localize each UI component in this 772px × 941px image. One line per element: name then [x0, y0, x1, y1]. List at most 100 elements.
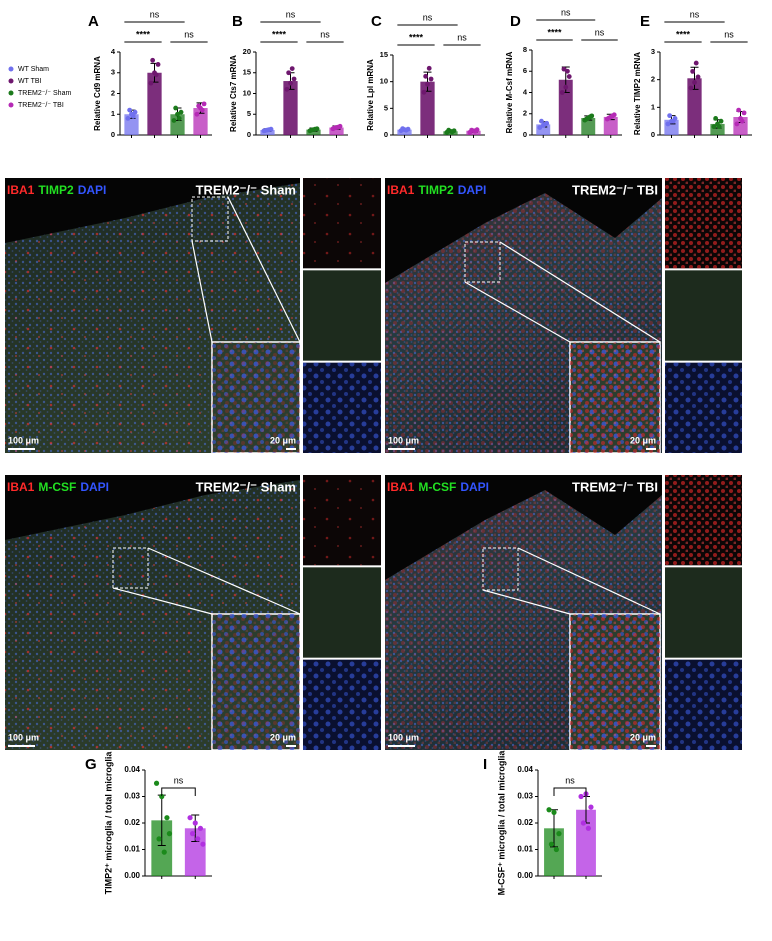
y-tick-label: 0.04	[517, 765, 533, 774]
channel-layer	[303, 475, 381, 566]
panel-letter: E	[640, 13, 650, 30]
y-tick-label: 5	[247, 109, 251, 118]
significance-label: ****	[136, 29, 151, 39]
error-bar	[191, 814, 200, 843]
data-point	[610, 113, 615, 119]
y-tick-label: 10	[243, 88, 251, 97]
image-title: TREM2⁻/⁻ Sham	[196, 182, 296, 197]
y-tick-label: 15	[243, 68, 251, 77]
image-title: TREM2⁻/⁻ Sham	[196, 479, 296, 494]
data-point	[556, 831, 562, 837]
data-point	[578, 793, 584, 800]
data-point	[200, 841, 206, 847]
y-axis-label: Relative Cts7 mRNA	[229, 55, 238, 132]
significance-label: ns	[150, 9, 160, 19]
y-tick-label: 10	[380, 77, 388, 86]
y-tick-label: 0	[111, 130, 115, 139]
stain-label: IBA1 M-CSF DAPI	[387, 480, 489, 494]
stain-name: DAPI	[460, 480, 489, 494]
data-point	[565, 68, 570, 74]
data-point	[166, 831, 173, 837]
bar	[536, 124, 551, 135]
data-point	[548, 841, 555, 847]
data-point	[566, 74, 572, 79]
significance-label: ****	[676, 29, 691, 39]
data-point	[559, 90, 565, 95]
significance-label: ns	[724, 29, 734, 39]
y-tick-label: 0.00	[124, 871, 140, 880]
data-point	[155, 62, 161, 67]
legend-dot	[8, 102, 14, 108]
data-point	[563, 84, 569, 90]
legend-label: WT TBI	[18, 78, 42, 85]
bar	[687, 78, 702, 135]
data-point	[288, 80, 293, 86]
significance-label: ****	[409, 32, 424, 42]
zoom-line	[464, 281, 571, 343]
background	[385, 178, 662, 283]
channel-tile	[665, 270, 742, 361]
legend-label: TREM2⁻/⁻ Sham	[18, 90, 71, 97]
scale-label: 20 μm	[630, 435, 656, 445]
image-title: TREM2⁻/⁻ TBI	[572, 182, 658, 197]
data-point	[199, 107, 205, 113]
data-point	[739, 118, 745, 124]
scale-label: 100 μm	[388, 732, 419, 742]
significance-bracket	[553, 787, 587, 796]
y-tick-label: 0	[247, 130, 251, 139]
significance-label: ****	[272, 29, 287, 39]
zoom-line	[147, 547, 301, 615]
zoom-box	[112, 547, 149, 589]
legend-dot	[8, 78, 14, 84]
data-point	[421, 89, 427, 95]
data-point	[284, 86, 290, 92]
data-point	[173, 105, 179, 111]
stain-name: TIMP2	[38, 183, 74, 197]
data-point	[542, 121, 548, 127]
scale-label: 20 μm	[270, 732, 296, 742]
data-point	[150, 57, 156, 63]
data-point	[132, 109, 138, 115]
panel-letter: I	[483, 756, 487, 773]
stain-name: IBA1	[7, 480, 35, 494]
bar	[397, 129, 412, 135]
channel-layer	[303, 659, 381, 750]
panel-letter: C	[371, 13, 382, 30]
data-point	[716, 124, 722, 130]
stain-name: IBA1	[7, 183, 35, 197]
data-point	[159, 793, 165, 800]
data-point	[175, 111, 180, 117]
data-point	[425, 81, 430, 87]
y-tick-label: 0.02	[124, 818, 140, 827]
data-point	[688, 85, 694, 91]
channel-layer	[303, 362, 381, 453]
y-axis-label: TIMP2⁺ microglia / total microglia	[103, 751, 113, 895]
channel-tile	[303, 567, 381, 658]
significance-label: ns	[286, 9, 296, 19]
data-point	[161, 849, 167, 855]
data-point	[695, 74, 701, 80]
data-point	[588, 804, 594, 810]
y-tick-label: 0.01	[517, 845, 533, 854]
y-tick-label: 0.00	[517, 871, 533, 880]
stain-name: IBA1	[387, 183, 415, 197]
significance-bracket	[161, 787, 196, 796]
significance-label: ns	[174, 775, 184, 785]
bar	[260, 130, 275, 135]
zoom-line	[517, 547, 661, 615]
zoom-line	[482, 589, 571, 615]
data-point	[426, 65, 432, 71]
data-point	[741, 110, 747, 116]
y-tick-label: 0.03	[124, 792, 140, 801]
bar	[710, 123, 725, 135]
y-tick-label: 4	[523, 87, 528, 96]
data-point	[335, 124, 341, 130]
significance-label: ns	[423, 12, 433, 22]
y-tick-label: 3	[651, 47, 655, 56]
data-point	[551, 809, 557, 816]
data-point	[713, 116, 719, 121]
significance-label: ns	[457, 32, 467, 42]
y-tick-label: 0	[651, 130, 655, 139]
stain-name: DAPI	[458, 183, 487, 197]
y-tick-label: 2	[111, 88, 115, 97]
